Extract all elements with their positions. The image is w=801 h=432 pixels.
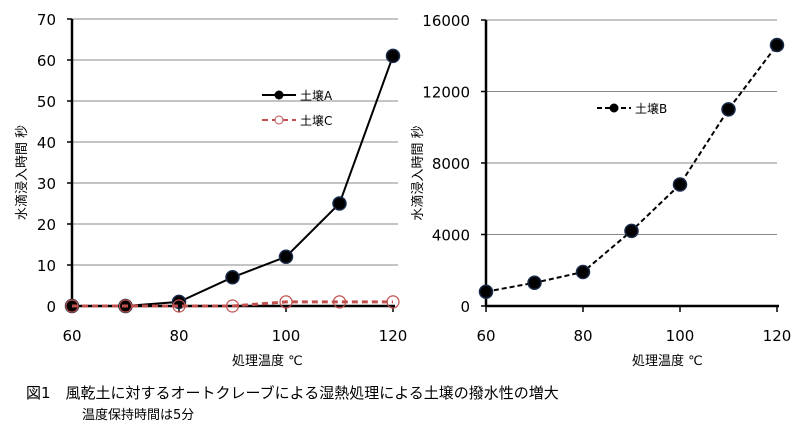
data-point <box>118 299 133 313</box>
x-tick-label: 100 <box>666 327 695 345</box>
data-point <box>527 275 542 291</box>
data-point <box>172 299 186 313</box>
y-tick-label: 50 <box>37 93 56 111</box>
y-tick-label: 60 <box>37 52 56 70</box>
y-tick-label: 70 <box>37 11 56 29</box>
y-axis-label: 水滴浸入時間 秒 <box>410 125 426 220</box>
figure-caption: 図1 風乾土に対するオートクレーブによる湿熱処理による土壌の撥水性の増大 <box>26 384 559 402</box>
data-point <box>332 295 347 309</box>
data-point <box>278 249 294 265</box>
series-line-土壌B <box>485 44 778 293</box>
data-point <box>624 223 639 239</box>
data-point <box>386 295 400 309</box>
y-tick-label: 10 <box>37 257 56 275</box>
data-point <box>65 299 79 313</box>
data-point <box>575 264 591 280</box>
data-point <box>478 284 494 299</box>
y-tick-label: 20 <box>37 216 56 234</box>
y-tick-label: 16000 <box>422 12 470 30</box>
data-point <box>721 102 736 117</box>
x-tick-label: 120 <box>763 327 792 345</box>
legend-label: 土壌C <box>300 114 332 128</box>
y-tick-label: 8000 <box>432 155 470 173</box>
legend-marker <box>609 103 619 113</box>
x-axis-label: 処理温度 ℃ <box>632 353 703 369</box>
legend-label: 土壌A <box>300 89 333 103</box>
y-tick-label: 40 <box>37 134 56 152</box>
x-tick-label: 80 <box>573 327 592 345</box>
figure-note: 温度保持時間は5分 <box>82 408 195 423</box>
data-point <box>225 270 240 285</box>
x-tick-label: 60 <box>476 327 495 345</box>
y-tick-label: 0 <box>460 298 470 316</box>
data-point <box>672 177 688 192</box>
y-tick-label: 30 <box>37 175 56 193</box>
x-axis-label: 処理温度 ℃ <box>232 353 303 369</box>
y-tick-label: 4000 <box>432 227 470 245</box>
data-point <box>332 196 347 211</box>
y-tick-label: 12000 <box>422 84 470 102</box>
x-tick-label: 60 <box>62 327 81 345</box>
legend-marker <box>274 90 284 100</box>
data-point <box>279 295 293 309</box>
y-axis-label: 水滴浸入時間 秒 <box>14 125 30 220</box>
legend-label: 土壌B <box>635 102 667 116</box>
data-point <box>225 299 240 313</box>
data-point <box>769 37 785 53</box>
x-tick-label: 80 <box>169 327 188 345</box>
series-line-土壌A <box>72 55 394 307</box>
x-tick-label: 120 <box>379 327 408 345</box>
y-tick-label: 0 <box>46 298 56 316</box>
legend-marker <box>274 115 284 125</box>
data-point <box>385 48 401 64</box>
x-tick-label: 100 <box>272 327 301 345</box>
series-line-土壌C <box>72 300 393 308</box>
